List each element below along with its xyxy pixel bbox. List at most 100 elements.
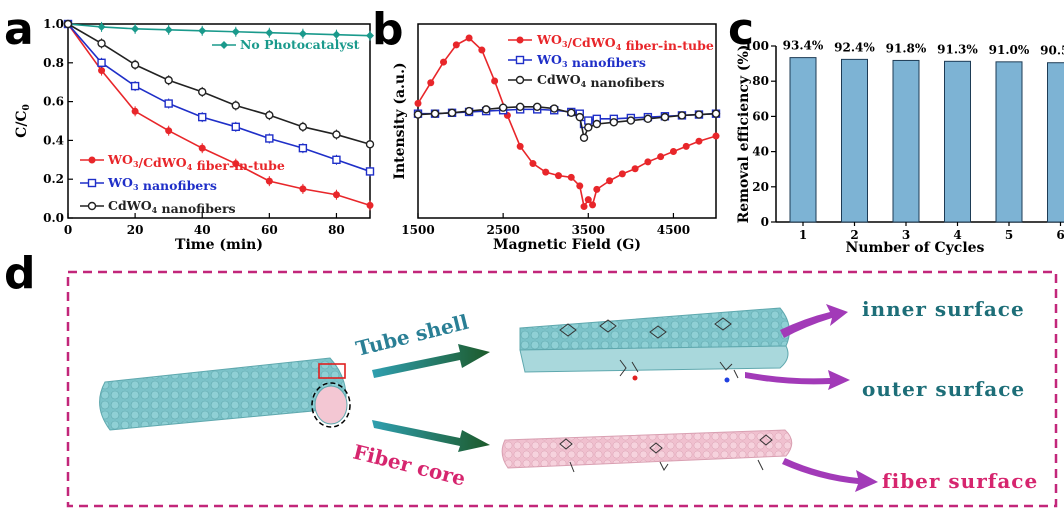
chart-b-point (682, 142, 690, 150)
chart-a-point (198, 26, 207, 35)
chart-b-point (580, 203, 588, 211)
chart-a-point (265, 28, 274, 37)
chart-b-point (669, 148, 677, 156)
chart-a-point (63, 19, 73, 29)
chart-a-ytick-label: 0.8 (43, 56, 64, 70)
chart-a-point (231, 27, 240, 36)
chart-b-point (440, 58, 448, 66)
chart-a-legend-marker (87, 201, 97, 211)
chart-c-data-label: 93.4% (783, 39, 824, 53)
chart-b-point (695, 137, 703, 145)
chart-a-point (98, 67, 106, 75)
arrow-to-shell (372, 344, 490, 378)
label-inner-surface: inner surface (862, 297, 1025, 321)
chart-c-xtick-label: 1 (799, 228, 807, 242)
chart-b-point (657, 153, 665, 161)
chart-b-point (643, 114, 653, 124)
chart-c-bar (995, 61, 1023, 223)
chart-b-point (516, 142, 524, 150)
big-tube (99, 357, 351, 431)
chart-a-xtick-label: 40 (194, 223, 211, 237)
chart-a-legend-marker (220, 41, 228, 49)
chart-b-point (593, 185, 601, 193)
chart-c-data-label: 91.0% (989, 43, 1030, 57)
chart-a-point (131, 107, 139, 115)
chart-b-point (644, 158, 652, 166)
chart-b-point (631, 165, 639, 173)
chart-b-point (478, 46, 486, 54)
chart-a-point (130, 60, 140, 69)
chart-c-xtick-label: 6 (1056, 228, 1064, 242)
chart-c-ytick-label: 60 (752, 109, 769, 123)
chart-c-ytick-label: 100 (744, 39, 769, 53)
chart-b-point (413, 110, 423, 119)
chart-b-point (481, 105, 491, 114)
chart-b-point (533, 102, 542, 112)
chart-a-point (164, 25, 173, 34)
label-fiber-core: Fiber core (351, 440, 468, 491)
chart-a-legend-entry: WO3 nanofibers (107, 175, 217, 193)
chart-b-point (589, 201, 597, 209)
chart-c-ylabel: Removal efficiency (%) (736, 45, 752, 224)
arrow-to-core (372, 420, 490, 452)
chart-b-legend-entry: WO3 nanofibers (536, 52, 646, 70)
core-highlight-circle (311, 382, 351, 428)
chart-b-xtick-label: 2500 (486, 223, 519, 237)
chart-a-ytick-label: 1.0 (43, 17, 64, 31)
chart-a-point (165, 127, 173, 135)
chart-a-point (365, 140, 375, 149)
chart-b-point (452, 41, 460, 49)
chart-b-legend-marker (515, 55, 525, 65)
chart-b-xtick-label: 1500 (401, 223, 434, 237)
chart-c-xtick-label: 5 (1005, 228, 1013, 242)
chart-c-bar (789, 57, 817, 223)
chart-c-bar (892, 59, 920, 223)
chart-b-point (677, 111, 687, 120)
chart-a-frame (67, 23, 371, 219)
chart-b-point (579, 133, 589, 142)
chart-b-point (550, 104, 559, 113)
chart-b-point (427, 79, 435, 87)
chart-a-point (198, 112, 207, 122)
chart-a-point (130, 81, 140, 91)
chart-a-series-line (67, 23, 371, 173)
shell-highlight-box (318, 363, 346, 379)
chart-a-point (265, 177, 273, 185)
chart-c-ytick-label: 40 (752, 145, 769, 159)
chart-b-point (554, 172, 562, 180)
chart-a-point (231, 101, 240, 110)
chart-a-ylabel: C/C0 (14, 104, 32, 138)
chart-a-point (298, 122, 308, 132)
chart-b-point (584, 196, 592, 204)
chart-c-xtick-label: 3 (902, 228, 910, 242)
chart-b-point (542, 168, 550, 176)
label-tube-shell: Tube shell (353, 310, 471, 361)
chart-a-legend-no-photocatalyst: No Photocatalyst (240, 37, 360, 52)
chart-a-ytick-label: 0.6 (43, 95, 64, 109)
chart-a-ytick-label: 0.4 (43, 133, 64, 147)
chart-b-point (584, 123, 593, 132)
chart-b-point (529, 160, 537, 168)
chart-b-point (464, 106, 474, 116)
chart-a-point (198, 87, 207, 97)
chart-c-xlabel: Number of Cycles (846, 240, 985, 256)
chart-c-ytick-label: 0 (761, 215, 769, 229)
chart-a-series-line (67, 23, 371, 37)
chart-a-legend-entry: CdWO4 nanofibers (108, 198, 236, 216)
chart-c-bar (944, 60, 971, 223)
chart-a-point (97, 39, 106, 48)
label-fiber-surface: fiber surface (882, 469, 1038, 493)
cut-tube-shell (519, 307, 790, 383)
chart-b-point (430, 109, 440, 118)
chart-b-point (609, 118, 619, 127)
panel-letter-d: d (4, 248, 36, 299)
chart-b-point (618, 170, 626, 178)
chart-a-point (332, 155, 341, 165)
purple-arrows (745, 304, 878, 492)
chart-c-ytick-label: 80 (752, 74, 769, 88)
chart-b-point (414, 99, 422, 107)
chart-a-point (299, 185, 307, 193)
chart-a-ytick-label: 0.0 (43, 211, 64, 225)
chart-a-xtick-label: 80 (328, 223, 345, 237)
